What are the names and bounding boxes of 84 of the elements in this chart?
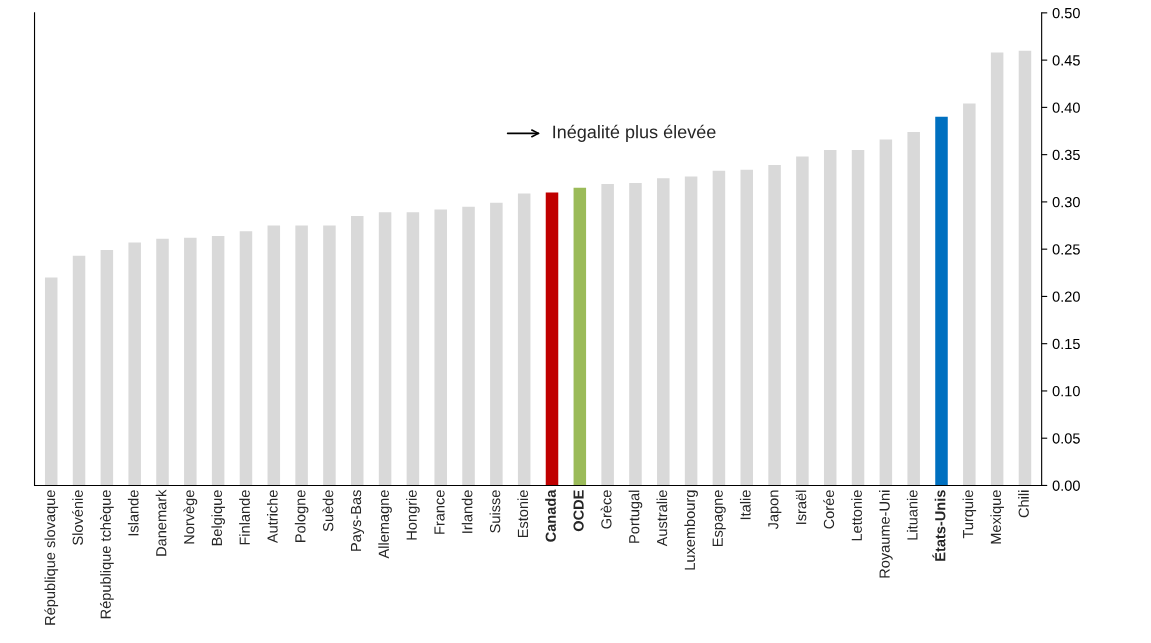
x-tick-label: Turquie: [962, 490, 977, 539]
x-tick-label: Grèce: [600, 490, 612, 529]
x-tick-label: Lettonie: [851, 490, 862, 541]
bar: [545, 192, 559, 486]
bar: [239, 231, 253, 486]
bar: [490, 202, 503, 486]
x-tick-label: Corée: [823, 490, 835, 529]
x-tick-label: OCDE: [573, 490, 584, 532]
bar: [44, 277, 58, 486]
x-tick-label: République tchèque: [99, 490, 114, 619]
bar: [684, 176, 698, 486]
y-tick-label: 0.35: [1052, 149, 1080, 161]
bar: [657, 178, 670, 486]
x-tick-label: Hongrie: [406, 490, 420, 540]
bar: [796, 156, 809, 486]
y-tick-label: 0.10: [1052, 386, 1080, 397]
bar: [712, 170, 726, 486]
bar: [267, 225, 281, 486]
x-tick-label: Espagne: [712, 490, 726, 546]
x-tick-label: Autriche: [266, 490, 278, 544]
x-tick-label: Italie: [739, 490, 751, 520]
bar: [72, 255, 86, 486]
bar: [935, 116, 948, 486]
y-tick-label: 0.15: [1052, 338, 1080, 350]
x-tick-label: Irlande: [461, 490, 473, 533]
bar: [406, 212, 420, 486]
x-tick-label: Islande: [127, 490, 139, 536]
x-tick-label: Danemark: [155, 489, 167, 556]
x-tick-label: Finlande: [239, 490, 250, 545]
x-tick-label: Slovénie: [72, 490, 83, 545]
x-tick-label: Lituanie: [906, 490, 918, 540]
x-tick-label: Estonie: [517, 490, 529, 538]
x-tick-label: Canada: [545, 489, 556, 542]
y-tick-label: 0.50: [1052, 7, 1080, 19]
bar: [462, 206, 475, 486]
x-tick-label: Allemagne: [378, 490, 392, 559]
x-tick-label: République slovaque: [44, 490, 59, 625]
bar: [100, 250, 114, 486]
bar: [990, 52, 1004, 486]
y-tick-label: 0.20: [1052, 291, 1080, 302]
x-tick-label: Pays-Bas: [350, 490, 365, 551]
bar: [629, 183, 642, 486]
x-tick-label: Royaume-Uni: [879, 490, 893, 578]
bar: [768, 165, 781, 486]
x-tick-label: France: [434, 490, 445, 534]
bar: [823, 149, 837, 486]
bar: [879, 139, 893, 486]
bar: [851, 149, 865, 486]
y-tick-label: 0.30: [1052, 197, 1080, 208]
y-tick-label: 0.25: [1052, 244, 1080, 255]
x-tick-label: Israël: [795, 490, 807, 524]
x-tick-label: Japon: [768, 490, 782, 530]
x-tick-label: Australie: [656, 490, 668, 547]
bar: [323, 225, 336, 486]
x-tick-label: Mexique: [990, 490, 1004, 544]
bar: [740, 169, 754, 486]
x-tick-label: États-Unis: [932, 490, 946, 561]
bar: [128, 242, 141, 486]
x-tick-label: Luxembourg: [684, 490, 698, 570]
x-tick-label: Chili: [1018, 490, 1029, 518]
annotation: Inégalité plus élevée: [553, 124, 716, 142]
x-tick-label: Belgique: [211, 490, 225, 546]
y-tick-label: 0.00: [1052, 480, 1080, 491]
bar: [184, 237, 197, 486]
x-tick-label: Pologne: [294, 490, 309, 542]
bar: [351, 216, 364, 486]
bar: [517, 193, 531, 486]
x-tick-label: Norvège: [183, 490, 198, 544]
bar: [434, 209, 447, 486]
x-tick-label: Portugal: [628, 490, 643, 543]
bar: [295, 225, 308, 486]
y-tick-label: 0.40: [1052, 102, 1080, 113]
bar: [378, 212, 392, 486]
x-tick-label: Suisse: [489, 490, 501, 533]
y-tick-label: 0.45: [1052, 55, 1080, 66]
bar: [573, 187, 587, 486]
bar: [907, 131, 920, 486]
bar: [156, 238, 169, 486]
bar: [1018, 50, 1032, 486]
bar: [211, 235, 225, 486]
x-tick-label: Suède: [322, 490, 334, 532]
y-tick-label: 0.05: [1052, 433, 1080, 444]
bar: [601, 183, 614, 486]
bar: [963, 103, 976, 486]
